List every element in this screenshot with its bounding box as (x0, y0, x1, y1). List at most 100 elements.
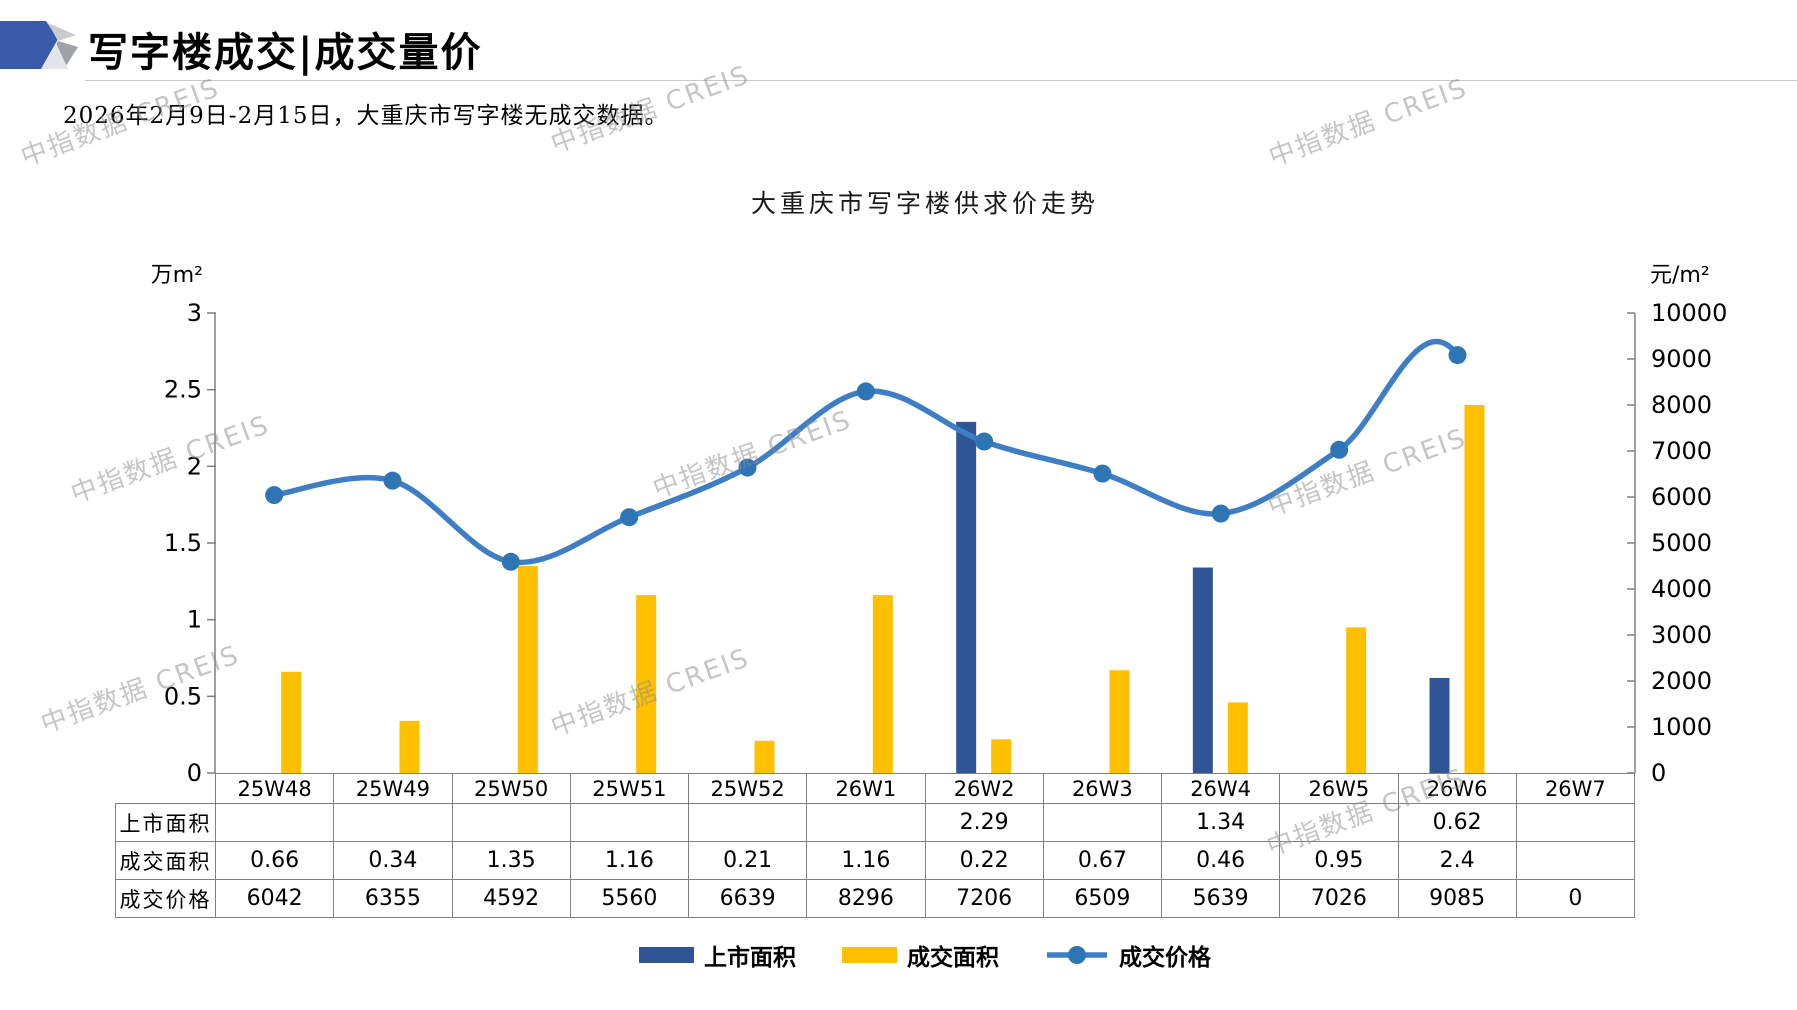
table-cell: 7026 (1279, 879, 1399, 918)
table-cell: 1.35 (451, 841, 571, 880)
table-cell: 6355 (333, 879, 453, 918)
table-cell (1279, 803, 1399, 842)
bar-成交面积 (281, 671, 302, 773)
right-tick-label: 6000 (1651, 483, 1712, 511)
table-cell (569, 803, 690, 842)
table-cell: 5560 (569, 879, 690, 918)
table-cell: 7206 (924, 879, 1044, 918)
table-cell (1042, 803, 1163, 842)
table-week-header: 25W50 (451, 773, 571, 804)
bar-成交面积 (991, 739, 1012, 773)
left-tick-label: 3 (187, 299, 202, 327)
chart-title: 大重庆市写字楼供求价走势 (750, 189, 1099, 218)
table-cell: 0 (1515, 879, 1636, 918)
price-line-marker (620, 508, 639, 527)
bar-上市面积 (1192, 567, 1213, 773)
table-week-header: 26W3 (1042, 773, 1163, 804)
table-cell (1515, 803, 1636, 842)
price-line (271, 338, 1461, 566)
bar-上市面积 (1429, 677, 1450, 773)
table-cell: 0.67 (1042, 841, 1163, 880)
table-week-header: 26W1 (806, 773, 926, 804)
bar-成交面积 (517, 566, 538, 773)
right-tick-label: 2000 (1651, 667, 1712, 695)
legend-label: 成交面积 (907, 944, 999, 971)
price-line-marker (1448, 346, 1467, 365)
price-line-marker (738, 458, 757, 477)
right-tick-label: 7000 (1651, 437, 1712, 465)
bar-成交面积 (754, 740, 775, 773)
left-axis-unit: 万m² (150, 263, 203, 288)
table-week-header: 25W49 (333, 773, 453, 804)
table-cell: 0.66 (214, 841, 335, 880)
left-tick-label: 0.5 (164, 682, 202, 710)
legend-label: 成交价格 (1119, 944, 1211, 971)
legend-bar-swatch (639, 947, 694, 963)
bar-成交面积 (636, 595, 657, 773)
price-line-marker (1093, 464, 1112, 483)
bar-上市面积 (956, 421, 977, 773)
report-summary-text: 2026年2月9日-2月15日，大重庆市写字楼无成交数据。 (63, 103, 669, 129)
table-cell: 0.34 (333, 841, 453, 880)
table-cell: 1.34 (1160, 803, 1281, 842)
right-tick-label: 9000 (1651, 345, 1712, 373)
table-week-header: 26W2 (924, 773, 1044, 804)
table-cell (687, 803, 808, 842)
bar-成交面积 (1227, 702, 1248, 773)
table-cell: 1.16 (806, 841, 926, 880)
bar-成交面积 (399, 720, 420, 773)
chart-legend: 上市面积 成交面积 成交价格 (215, 938, 1635, 972)
table-row-label: 成交价格 (115, 879, 216, 918)
table-week-header: 26W5 (1279, 773, 1399, 804)
chart-data-table: 25W48 25W49 25W50 25W51 25W52 26W1 26W2 26W3 26W… (115, 773, 1636, 918)
legend-item: 成交价格 (1045, 938, 1211, 972)
table-row: 成交面积 0.66 0.34 1.35 1.16 0.21 1.16 0.22 0.67 0.46… (115, 841, 1636, 880)
right-tick-label: 10000 (1651, 299, 1727, 327)
bar-成交面积 (1464, 405, 1485, 773)
table-cell (451, 803, 571, 842)
table-cell: 6042 (214, 879, 335, 918)
left-tick-label: 1.5 (164, 529, 202, 557)
table-cell: 6509 (1042, 879, 1163, 918)
table-cell: 0.21 (687, 841, 808, 880)
creis-logo (0, 21, 78, 69)
left-tick-label: 0 (187, 759, 202, 787)
table-week-header: 26W7 (1515, 773, 1636, 804)
price-line-marker (265, 486, 284, 505)
right-tick-label: 0 (1651, 759, 1666, 787)
table-cell: 2.29 (924, 803, 1044, 842)
legend-line-swatch (1047, 946, 1107, 964)
left-tick-label: 1 (187, 606, 202, 634)
table-week-header: 26W4 (1160, 773, 1281, 804)
right-tick-label: 8000 (1651, 391, 1712, 419)
table-corner-cell (116, 774, 216, 804)
legend-item: 成交面积 (842, 938, 999, 972)
table-cell (1515, 841, 1636, 880)
table-cell (214, 803, 335, 842)
bar-成交面积 (1346, 627, 1367, 773)
left-tick-label: 2 (187, 452, 202, 480)
left-tick-label: 2.5 (164, 376, 202, 404)
right-tick-label: 1000 (1651, 713, 1712, 741)
legend-bar-swatch (842, 947, 897, 963)
bar-成交面积 (1109, 670, 1130, 773)
table-row-label: 上市面积 (115, 803, 216, 842)
price-line-marker (856, 382, 875, 401)
table-cell (806, 803, 926, 842)
bar-成交面积 (872, 595, 893, 773)
price-line-marker (1211, 504, 1230, 523)
table-cell: 0.62 (1397, 803, 1517, 842)
page-title: 写字楼成交|成交量价 (88, 29, 483, 76)
header-divider (85, 80, 1797, 81)
table-row: 成交价格 6042 6355 4592 5560 6639 8296 7206 6509 5639… (115, 879, 1636, 918)
table-cell: 1.16 (569, 841, 690, 880)
table-cell (333, 803, 453, 842)
right-tick-label: 5000 (1651, 529, 1712, 557)
table-week-header: 25W48 (214, 773, 335, 804)
price-line-marker (975, 432, 994, 451)
price-line-marker (383, 471, 402, 490)
table-cell: 9085 (1397, 879, 1517, 918)
price-line-marker (1330, 440, 1349, 459)
